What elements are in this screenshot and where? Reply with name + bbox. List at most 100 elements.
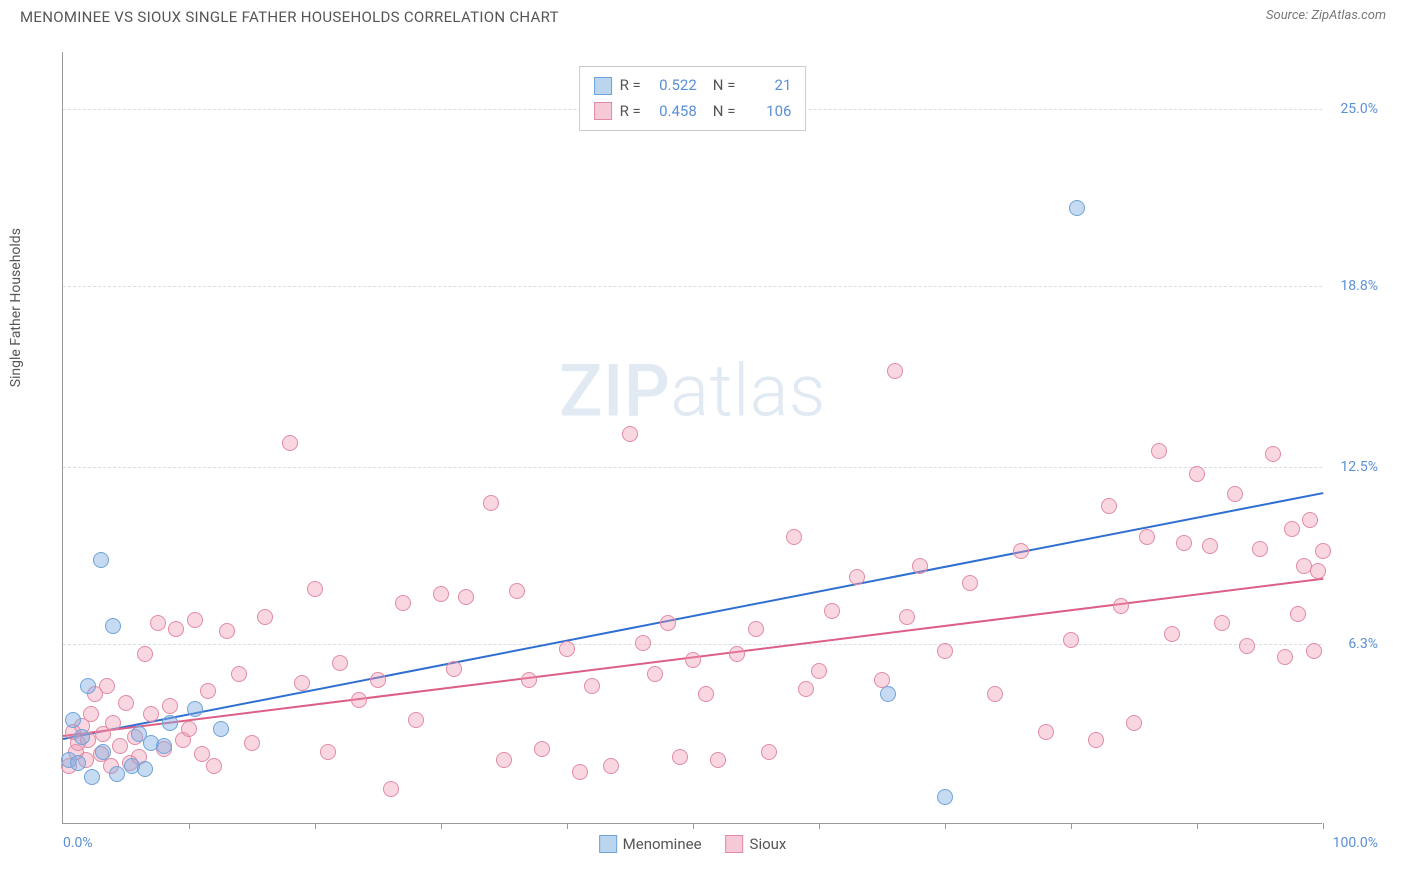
data-point xyxy=(521,672,537,688)
data-point xyxy=(65,712,81,728)
data-point xyxy=(206,758,222,774)
data-point xyxy=(95,744,111,760)
data-point xyxy=(187,701,203,717)
data-point xyxy=(584,678,600,694)
data-point xyxy=(710,752,726,768)
data-point xyxy=(622,426,638,442)
data-point xyxy=(1265,446,1281,462)
data-point xyxy=(74,729,90,745)
data-point xyxy=(698,686,714,702)
y-tick-label: 25.0% xyxy=(1340,101,1378,117)
data-point xyxy=(660,615,676,631)
data-point xyxy=(761,744,777,760)
scatter-plot: ZIPatlas R =0.522N =21R =0.458N =106 Men… xyxy=(62,52,1322,824)
data-point xyxy=(200,683,216,699)
legend-label: Sioux xyxy=(750,835,787,853)
r-value: 0.458 xyxy=(649,99,697,125)
data-point xyxy=(1176,535,1192,551)
data-point xyxy=(496,752,512,768)
data-point xyxy=(83,706,99,722)
chart-header: MENOMINEE VS SIOUX SINGLE FATHER HOUSEHO… xyxy=(0,0,1406,26)
gridline xyxy=(63,286,1322,287)
data-point xyxy=(383,781,399,797)
data-point xyxy=(635,635,651,651)
n-label: N = xyxy=(713,99,736,125)
legend-swatch xyxy=(594,77,612,95)
data-point xyxy=(433,586,449,602)
data-point xyxy=(143,706,159,722)
data-point xyxy=(937,643,953,659)
trend-line xyxy=(63,492,1323,740)
data-point xyxy=(168,621,184,637)
data-point xyxy=(80,678,96,694)
data-point xyxy=(213,721,229,737)
data-point xyxy=(70,755,86,771)
data-point xyxy=(105,618,121,634)
data-point xyxy=(880,686,896,702)
data-point xyxy=(1113,598,1129,614)
data-point xyxy=(987,686,1003,702)
data-point xyxy=(105,715,121,731)
r-label: R = xyxy=(620,73,641,99)
legend-row: R =0.522N =21 xyxy=(594,73,792,99)
n-value: 21 xyxy=(743,73,791,99)
data-point xyxy=(408,712,424,728)
data-point xyxy=(1139,529,1155,545)
chart-title: MENOMINEE VS SIOUX SINGLE FATHER HOUSEHO… xyxy=(20,8,559,26)
n-value: 106 xyxy=(743,99,791,125)
data-point xyxy=(748,621,764,637)
legend-swatch xyxy=(594,102,612,120)
data-point xyxy=(458,589,474,605)
data-point xyxy=(685,652,701,668)
x-tick-mark xyxy=(945,823,946,829)
data-point xyxy=(137,761,153,777)
x-tick-mark xyxy=(567,823,568,829)
data-point xyxy=(257,609,273,625)
data-point xyxy=(1063,632,1079,648)
data-point xyxy=(112,738,128,754)
data-point xyxy=(282,435,298,451)
data-point xyxy=(824,603,840,619)
data-point xyxy=(231,666,247,682)
watermark-light: atlas xyxy=(670,349,826,434)
data-point xyxy=(137,646,153,662)
correlation-legend: R =0.522N =21R = 0.458 N = 106 xyxy=(579,66,807,131)
y-tick-label: 12.5% xyxy=(1340,459,1378,475)
data-point xyxy=(1126,715,1142,731)
data-point xyxy=(509,583,525,599)
data-point xyxy=(1306,643,1322,659)
x-axis-min-label: 0.0% xyxy=(63,835,93,851)
data-point xyxy=(603,758,619,774)
watermark-bold: ZIP xyxy=(559,349,670,434)
data-point xyxy=(729,646,745,662)
data-point xyxy=(446,661,462,677)
y-tick-label: 18.8% xyxy=(1340,278,1378,294)
legend-swatch xyxy=(726,835,744,853)
data-point xyxy=(1189,466,1205,482)
r-label: R = xyxy=(620,99,641,125)
data-point xyxy=(1214,615,1230,631)
x-tick-mark xyxy=(1323,823,1324,829)
data-point xyxy=(1151,443,1167,459)
watermark: ZIPatlas xyxy=(559,349,826,434)
data-point xyxy=(1013,543,1029,559)
data-point xyxy=(1164,626,1180,642)
data-point xyxy=(1227,486,1243,502)
data-point xyxy=(786,529,802,545)
legend-row: R = 0.458 N = 106 xyxy=(594,99,792,125)
data-point xyxy=(1290,606,1306,622)
data-point xyxy=(307,581,323,597)
x-tick-mark xyxy=(441,823,442,829)
gridline xyxy=(63,467,1322,468)
data-point xyxy=(849,569,865,585)
series-legend: MenomineeSioux xyxy=(599,835,787,853)
data-point xyxy=(109,766,125,782)
x-tick-mark xyxy=(315,823,316,829)
data-point xyxy=(84,769,100,785)
data-point xyxy=(887,363,903,379)
data-point xyxy=(1284,521,1300,537)
source-attribution: Source: ZipAtlas.com xyxy=(1266,8,1386,23)
legend-swatch xyxy=(599,835,617,853)
data-point xyxy=(672,749,688,765)
data-point xyxy=(219,623,235,639)
